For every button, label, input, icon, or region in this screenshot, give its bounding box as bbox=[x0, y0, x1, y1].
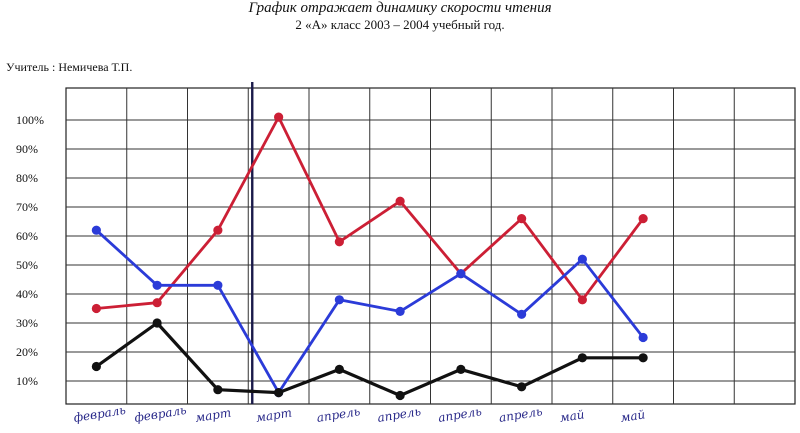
data-point bbox=[152, 280, 162, 290]
data-point bbox=[638, 214, 648, 224]
data-point bbox=[274, 388, 284, 398]
data-point bbox=[91, 303, 101, 314]
data-point bbox=[638, 332, 648, 343]
x-tick-label: апрель bbox=[316, 404, 361, 425]
data-point bbox=[456, 364, 466, 374]
data-point bbox=[577, 254, 587, 264]
data-point bbox=[395, 306, 405, 316]
series-line bbox=[95, 321, 644, 398]
y-tick-label: 80% bbox=[16, 171, 38, 185]
y-tick-label: 10% bbox=[16, 374, 38, 388]
data-point bbox=[456, 269, 466, 279]
data-point bbox=[395, 390, 405, 401]
data-point bbox=[152, 298, 162, 308]
data-point bbox=[274, 112, 284, 122]
data-point bbox=[517, 309, 527, 319]
x-tick-label: май bbox=[559, 407, 586, 425]
data-point bbox=[577, 295, 587, 305]
x-tick-label: апрель bbox=[376, 404, 421, 425]
data-point bbox=[91, 225, 101, 235]
data-point bbox=[638, 353, 648, 363]
data-point bbox=[152, 318, 162, 328]
data-point bbox=[334, 364, 344, 374]
data-point bbox=[213, 280, 223, 290]
x-tick-label: май bbox=[619, 407, 646, 425]
teacher-label: Учитель : Немичева Т.П. bbox=[6, 60, 133, 74]
y-tick-label: 40% bbox=[16, 287, 38, 301]
data-point bbox=[334, 237, 344, 247]
x-tick-label: апрель bbox=[498, 404, 543, 425]
data-point bbox=[213, 385, 223, 395]
data-point bbox=[213, 225, 223, 235]
y-tick-label: 30% bbox=[16, 316, 38, 330]
chart-title: График отражает динамику скорости чтения bbox=[248, 0, 552, 16]
x-tick-label: апрель bbox=[437, 404, 482, 425]
data-point bbox=[517, 214, 527, 224]
y-tick-label: 100% bbox=[16, 113, 44, 127]
y-tick-label: 20% bbox=[16, 345, 38, 359]
y-tick-label: 50% bbox=[16, 258, 38, 272]
chart-subtitle: 2 «А» класс 2003 – 2004 учебный год. bbox=[295, 17, 505, 32]
data-point bbox=[395, 196, 405, 206]
x-tick-label: март bbox=[255, 405, 293, 424]
data-point bbox=[577, 353, 587, 363]
y-tick-label: 90% bbox=[16, 142, 38, 156]
data-point bbox=[334, 295, 344, 305]
x-tick-label: февраль bbox=[133, 403, 187, 425]
x-tick-label: март bbox=[194, 405, 232, 424]
y-tick-label: 60% bbox=[16, 229, 38, 243]
data-point bbox=[91, 361, 101, 372]
data-point bbox=[517, 382, 527, 392]
x-tick-label: февраль bbox=[73, 403, 127, 425]
series-line bbox=[96, 115, 645, 310]
series-line bbox=[95, 229, 645, 395]
y-tick-label: 70% bbox=[16, 200, 38, 214]
